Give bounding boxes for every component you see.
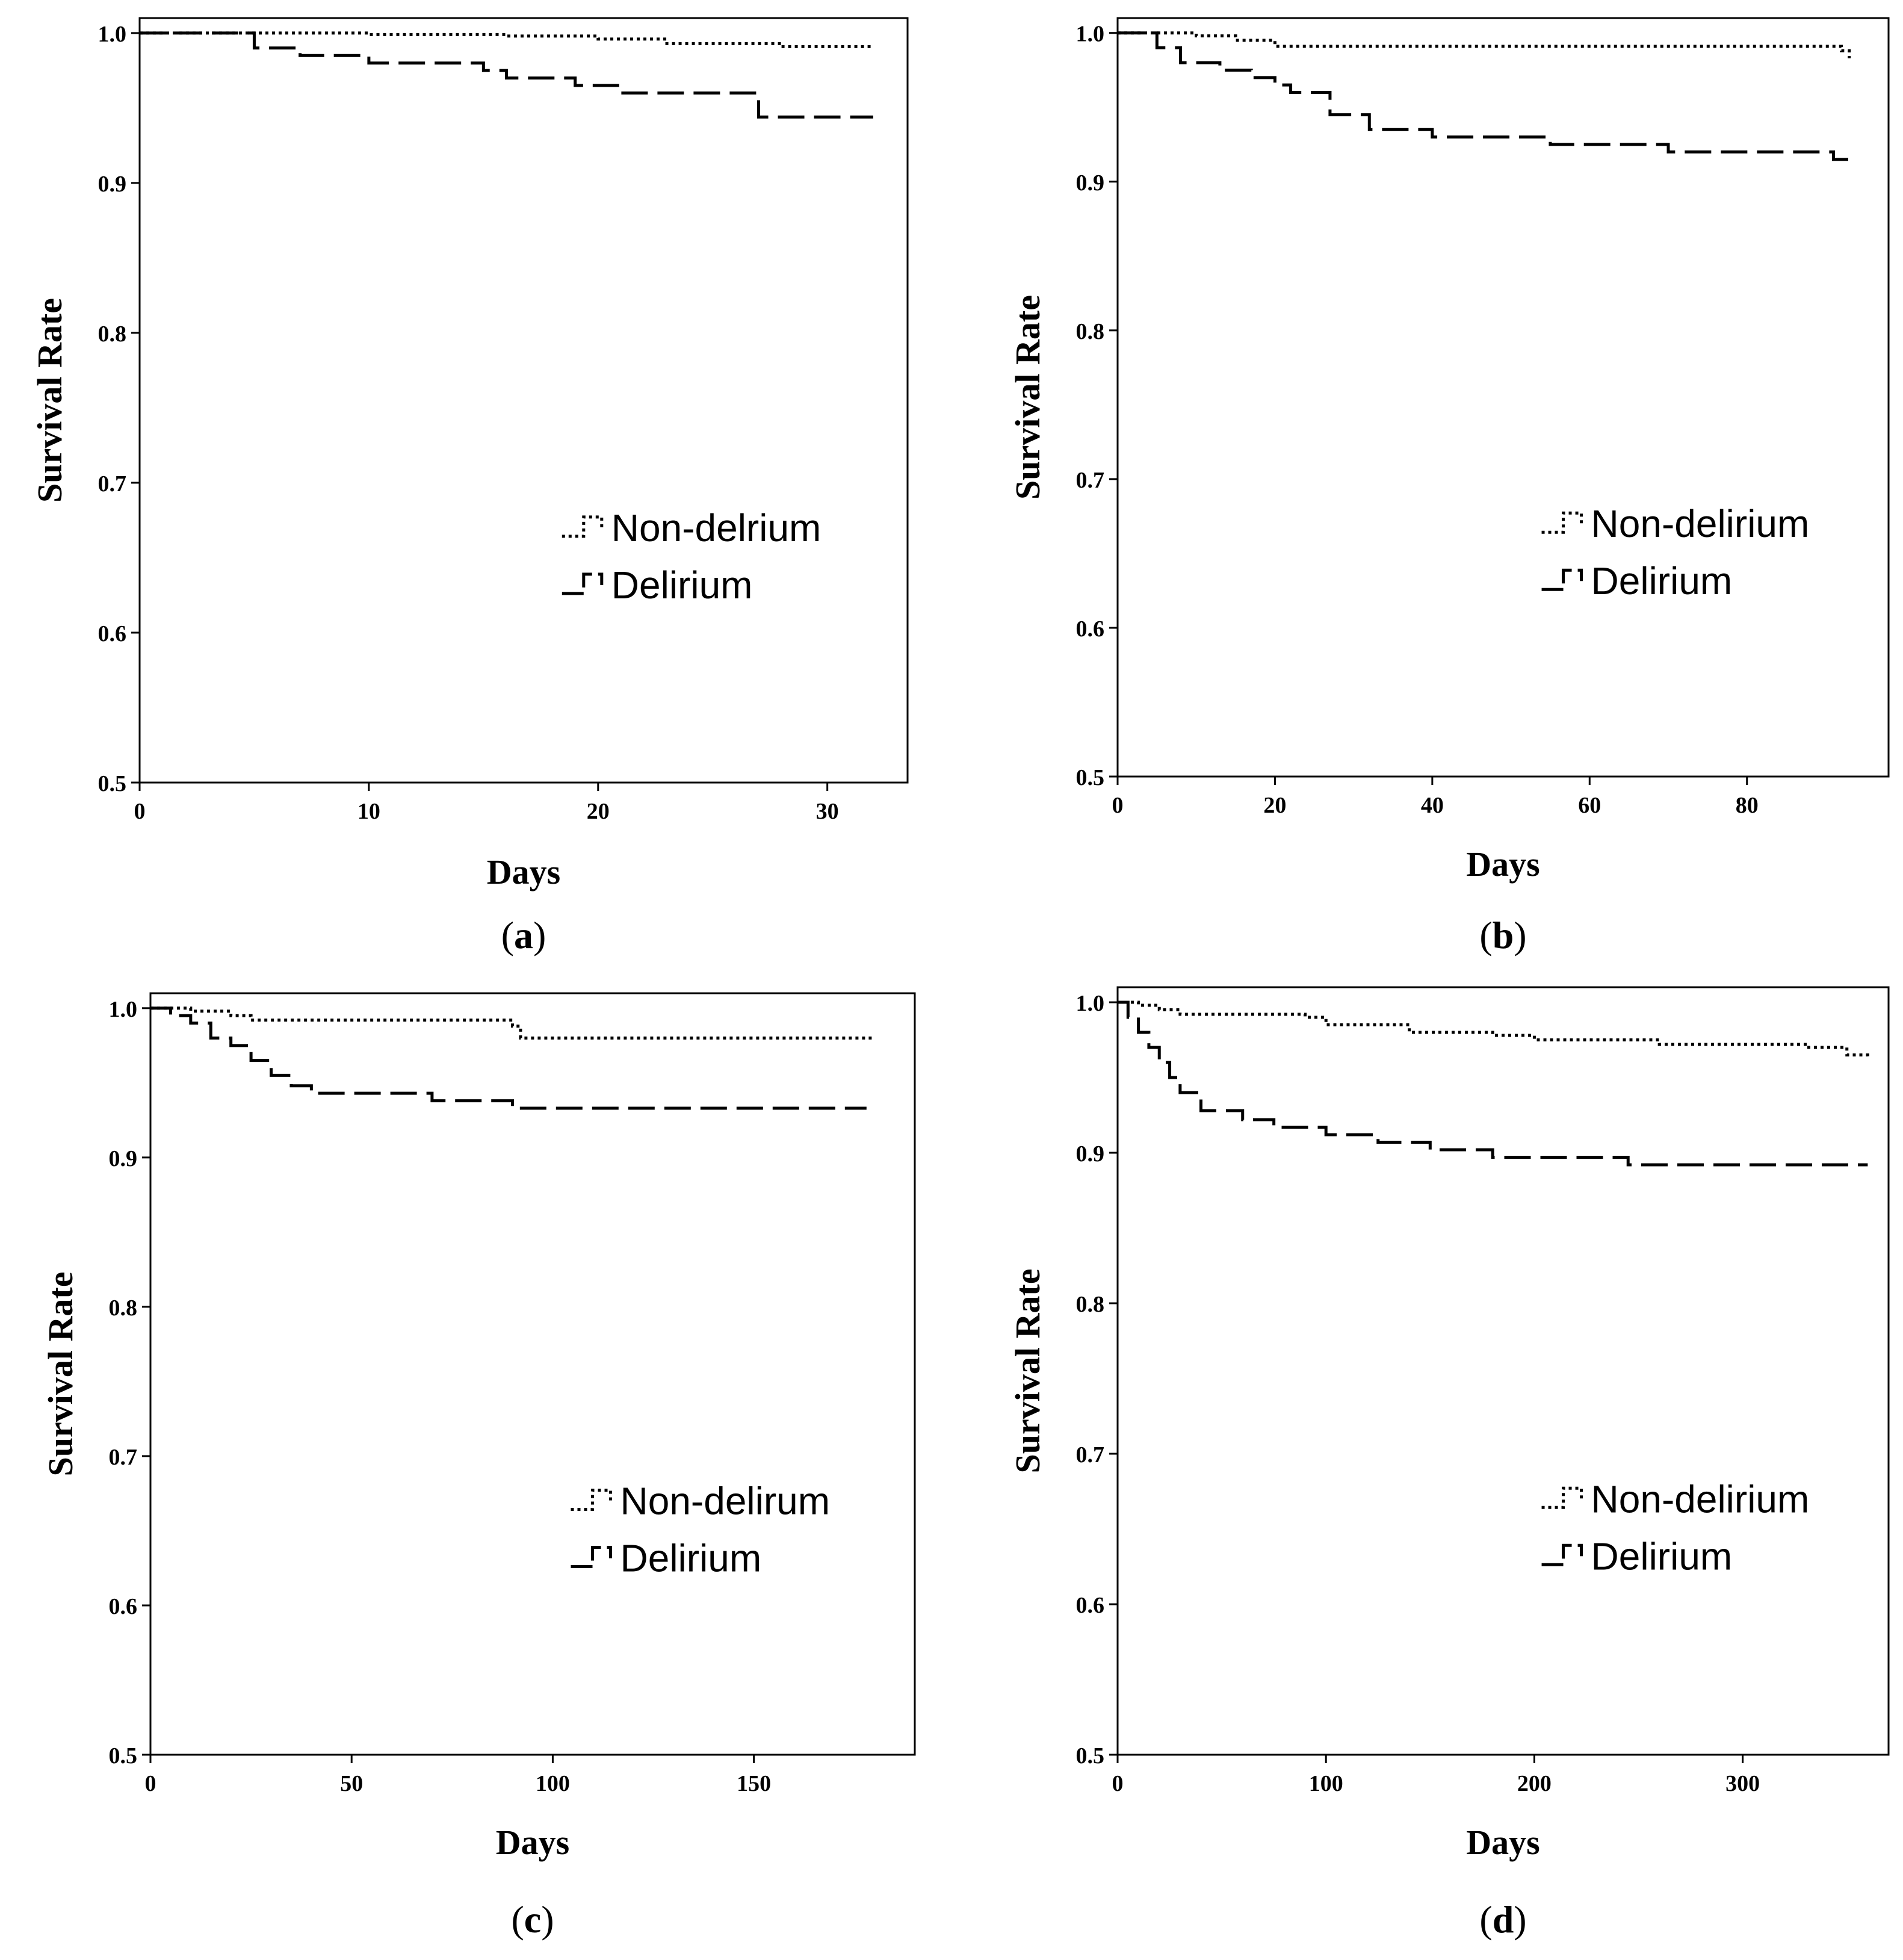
x-tick-label: 300 xyxy=(1725,1771,1760,1796)
series-line-delirium xyxy=(140,31,873,119)
x-tick-label: 200 xyxy=(1517,1771,1552,1796)
y-tick-label: 0.8 xyxy=(98,321,127,347)
y-tick-label: 0.9 xyxy=(1076,1141,1105,1167)
y-tick-label: 0.9 xyxy=(109,1146,138,1171)
x-tick-label: 0 xyxy=(1112,793,1124,818)
y-tick-label: 1.0 xyxy=(109,997,138,1022)
y-tick-label: 0.5 xyxy=(1076,765,1105,790)
legend-label: Delirium xyxy=(1591,1534,1733,1578)
y-tick-label: 0.8 xyxy=(1076,1292,1105,1317)
y-tick-label: 0.7 xyxy=(1076,1442,1105,1468)
y-axis-title: Survival Rate xyxy=(30,298,69,503)
legend-swatch-delirium xyxy=(562,572,604,595)
x-tick-label: 10 xyxy=(357,799,380,824)
y-tick-label: 0.7 xyxy=(1076,468,1105,493)
series-line-non-delirium xyxy=(1118,1000,1869,1059)
y-tick-label: 0.6 xyxy=(98,621,127,647)
y-tick-label: 0.6 xyxy=(1076,616,1105,642)
legend-label: Non-delirum xyxy=(620,1480,831,1523)
x-tick-label: 150 xyxy=(737,1771,771,1796)
x-tick-label: 50 xyxy=(340,1771,363,1796)
legend-swatch-non-delirium xyxy=(1541,511,1583,534)
legend-label: Non-delirium xyxy=(1591,502,1810,545)
y-axis-title: Survival Rate xyxy=(41,1272,80,1477)
series-line-delirium xyxy=(150,1006,867,1110)
chart-panel-c: 0.5 0.6 0.7 0.8 0.9 1.0 0 50 100 150 Days Survival … xyxy=(41,992,916,1941)
legend-swatch-delirium xyxy=(1541,568,1583,591)
legend-swatch-delirium xyxy=(1541,1543,1583,1566)
x-tick-label: 20 xyxy=(1263,793,1286,818)
x-tick-label: 30 xyxy=(816,799,839,824)
plot-frame xyxy=(138,17,909,784)
x-axis-title: Days xyxy=(1466,1823,1539,1862)
series-line-non-delirium xyxy=(150,1006,875,1040)
chart-panel-d: 0.5 0.6 0.7 0.8 0.9 1.0 0 100 200 300 Days Survival… xyxy=(1008,986,1890,1941)
legend-label: Delirium xyxy=(1591,559,1733,603)
legend-swatch-non-delirium xyxy=(562,515,604,538)
y-tick-label: 0.9 xyxy=(98,172,127,197)
x-tick-label: 40 xyxy=(1421,793,1444,818)
chart-panel-a: 0.5 0.6 0.7 0.8 0.9 1.0 0 10 20 30 Days Survival Ra… xyxy=(30,17,909,957)
plot-frame xyxy=(149,992,916,1756)
x-tick-label: 0 xyxy=(134,799,146,824)
legend-swatch-non-delirium xyxy=(571,1489,612,1512)
y-tick-label: 0.7 xyxy=(109,1445,138,1470)
y-tick-label: 0.8 xyxy=(1076,319,1105,344)
plot-frame xyxy=(1116,17,1890,778)
y-tick-label: 0.5 xyxy=(109,1743,138,1769)
legend-swatch-delirium xyxy=(571,1546,612,1569)
y-tick-label: 0.6 xyxy=(109,1594,138,1619)
x-tick-label: 80 xyxy=(1736,793,1759,818)
panel-label: (a) xyxy=(501,914,546,957)
legend-label: Delirium xyxy=(611,563,753,607)
x-axis-title: Days xyxy=(487,852,560,892)
legend-swatch-non-delirium xyxy=(1541,1486,1583,1509)
y-axis-title: Survival Rate xyxy=(1008,295,1047,500)
series-line-non-delirium xyxy=(140,31,873,48)
y-axis-title: Survival Rate xyxy=(1008,1269,1047,1474)
x-tick-label: 100 xyxy=(536,1771,570,1796)
chart-panel-b: 0.5 0.6 0.7 0.8 0.9 1.0 0 20 40 60 80 Days Survival … xyxy=(1008,17,1890,957)
y-tick-label: 0.5 xyxy=(1076,1743,1105,1769)
panel-label: (d) xyxy=(1479,1898,1526,1941)
legend-label: Non-delirium xyxy=(1591,1477,1810,1521)
legend-label: Delirium xyxy=(620,1537,762,1580)
plot-frame xyxy=(1116,986,1890,1756)
panel-label: (b) xyxy=(1479,914,1526,957)
y-tick-label: 0.5 xyxy=(98,771,127,796)
y-tick-label: 1.0 xyxy=(1076,991,1105,1016)
x-axis-title: Days xyxy=(1466,845,1539,884)
y-tick-label: 0.7 xyxy=(98,471,127,497)
series-line-non-delirium xyxy=(1118,31,1851,58)
x-axis-title: Days xyxy=(496,1823,569,1862)
x-tick-label: 0 xyxy=(145,1771,156,1796)
y-tick-label: 1.0 xyxy=(98,22,127,47)
y-tick-label: 1.0 xyxy=(1076,22,1105,47)
panel-label: (c) xyxy=(511,1898,554,1941)
legend-label: Non-delrium xyxy=(611,506,822,550)
series-line-delirium xyxy=(1118,1000,1868,1167)
y-tick-label: 0.9 xyxy=(1076,170,1105,196)
x-tick-label: 20 xyxy=(587,799,610,824)
y-tick-label: 0.8 xyxy=(109,1295,138,1321)
x-tick-label: 60 xyxy=(1578,793,1601,818)
x-tick-label: 100 xyxy=(1309,1771,1343,1796)
y-tick-label: 0.6 xyxy=(1076,1593,1105,1618)
x-tick-label: 0 xyxy=(1112,1771,1124,1796)
